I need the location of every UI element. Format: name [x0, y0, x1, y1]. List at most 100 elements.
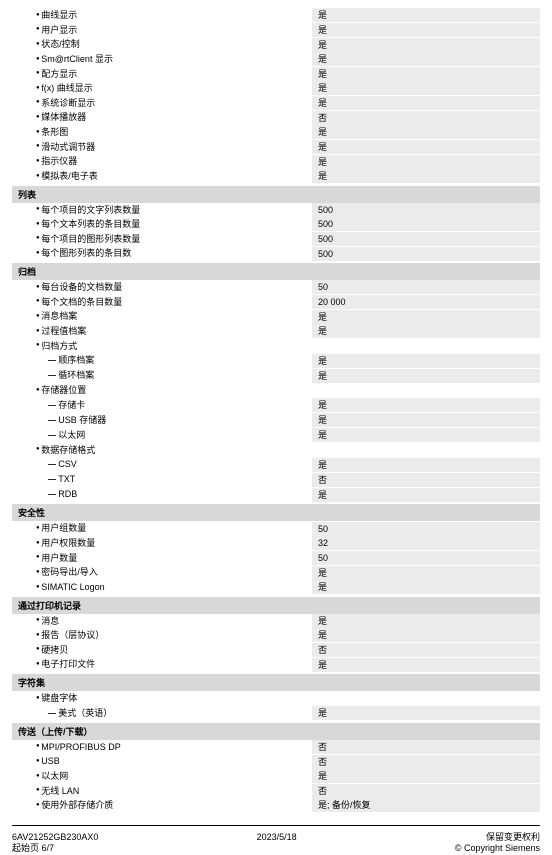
bullet-marker: 系统诊断显示: [36, 98, 95, 108]
row-value: 是: [312, 628, 540, 642]
bullet-marker: 消息: [36, 616, 59, 626]
dash-marker: 顺序档案: [48, 355, 94, 365]
dash-marker: 循环档案: [48, 370, 94, 380]
dash-marker: 以太网: [48, 430, 85, 440]
bullet-marker: 消息档案: [36, 311, 77, 321]
row-label: 系统诊断显示: [12, 96, 312, 111]
section-header: 字符集: [12, 674, 540, 691]
row-value: 50: [312, 522, 540, 536]
row-label: 密码导出/导入: [12, 565, 312, 580]
row-label: 每台设备的文档数量: [12, 280, 312, 295]
row-value: 是: [312, 369, 540, 383]
row-label: 模拟表/电子表: [12, 169, 312, 184]
table-row: 以太网是: [12, 769, 540, 784]
table-row: 无线 LAN 否: [12, 784, 540, 799]
table-row: 用户显示是: [12, 23, 540, 38]
row-label: 每个项目的文字列表数量: [12, 203, 312, 218]
row-value: 50: [312, 551, 540, 565]
bullet-marker: 硬拷贝: [36, 645, 68, 655]
bullet-marker: 过程值档案: [36, 326, 86, 336]
bullet-marker: 用户权限数量: [36, 538, 95, 548]
dash-marker: RDB: [48, 489, 77, 499]
dash-marker: TXT: [48, 474, 75, 484]
row-label: 媒体播放器: [12, 110, 312, 125]
footer-right: 保留变更权利 © Copyright Siemens: [455, 832, 540, 855]
table-row: 每个文本列表的条目数量500: [12, 217, 540, 232]
row-label: 数据存储格式: [12, 443, 312, 458]
product-code: 6AV21252GB230AX0: [12, 832, 98, 844]
bullet-marker: 模拟表/电子表: [36, 171, 98, 181]
row-label: 无线 LAN: [12, 784, 312, 799]
table-row: CSV是: [12, 457, 540, 472]
row-label: 过程值档案: [12, 324, 312, 339]
bullet-marker: 用户数量: [36, 553, 77, 563]
dash-marker: CSV: [48, 459, 77, 469]
copyright-text: © Copyright Siemens: [455, 843, 540, 855]
row-value: 是: [312, 580, 540, 594]
row-value: [312, 383, 540, 397]
bullet-marker: 指示仪器: [36, 156, 77, 166]
row-label: 指示仪器: [12, 154, 312, 169]
row-label: MPI/PROFIBUS DP: [12, 740, 312, 755]
row-value: 500: [312, 217, 540, 231]
table-row: RDB是: [12, 487, 540, 502]
table-row: SIMATIC Logon 是: [12, 580, 540, 595]
row-label: 每个文档的条目数量: [12, 295, 312, 310]
table-row: f(x) 曲线显示 是: [12, 81, 540, 96]
table-row: 每个项目的图形列表数量 500: [12, 232, 540, 247]
section-header: 列表: [12, 186, 540, 203]
bullet-marker: Sm@rtClient 显示: [36, 54, 113, 64]
row-label: SIMATIC Logon: [12, 580, 312, 595]
table-row: 数据存储格式: [12, 443, 540, 458]
table-row: 硬拷贝 否: [12, 643, 540, 658]
table-row: 配方显示是: [12, 67, 540, 82]
row-value: 500: [312, 232, 540, 246]
row-value: 否: [312, 755, 540, 769]
row-value: 是: [312, 354, 540, 368]
bullet-marker: 无线 LAN: [36, 786, 79, 796]
row-value: 是: [312, 155, 540, 169]
row-label: 每个图形列表的条目数: [12, 246, 312, 261]
row-label: 消息: [12, 614, 312, 629]
row-label: Sm@rtClient 显示: [12, 52, 312, 67]
table-row: 密码导出/导入是: [12, 565, 540, 580]
bullet-marker: 曲线显示: [36, 10, 77, 20]
row-value: 否: [312, 111, 540, 125]
page-indicator: 起始页 6/7: [12, 843, 98, 855]
row-value: 是: [312, 413, 540, 427]
row-value: 是: [312, 324, 540, 338]
table-row: 美式（英语）是: [12, 706, 540, 721]
table-row: 使用外部存储介质是; 备份/恢复: [12, 798, 540, 813]
row-value: 否: [312, 643, 540, 657]
bullet-marker: 归档方式: [36, 341, 77, 351]
bullet-marker: f(x) 曲线显示: [36, 83, 93, 93]
table-row: 条形图是: [12, 125, 540, 140]
bullet-marker: 数据存储格式: [36, 445, 95, 455]
row-value: 是: [312, 8, 540, 22]
row-label: TXT: [12, 472, 312, 487]
row-label: 用户数量: [12, 551, 312, 566]
bullet-marker: SIMATIC Logon: [36, 582, 105, 592]
table-row: 媒体播放器否: [12, 110, 540, 125]
table-row: 存储卡是: [12, 398, 540, 413]
row-value: 是: [312, 81, 540, 95]
table-row: TXT否: [12, 472, 540, 487]
row-label: 存储器位置: [12, 383, 312, 398]
bullet-marker: 条形图: [36, 127, 68, 137]
table-row: 每个文档的条目数量20 000: [12, 295, 540, 310]
bullet-marker: 存储器位置: [36, 385, 86, 395]
row-value: 50: [312, 280, 540, 294]
bullet-marker: 每个项目的图形列表数量: [36, 234, 140, 244]
table-row: 循环档案 是: [12, 368, 540, 383]
table-row: 用户组数量50: [12, 521, 540, 536]
row-value: 否: [312, 784, 540, 798]
row-value: 是: [312, 96, 540, 110]
row-label: 滑动式调节器: [12, 140, 312, 155]
dash-marker: 美式（英语）: [48, 708, 112, 718]
row-label: 以太网: [12, 769, 312, 784]
row-value: [312, 691, 540, 705]
row-label: 以太网: [12, 428, 312, 443]
row-label: 条形图: [12, 125, 312, 140]
row-value: 是: [312, 169, 540, 183]
table-row: 指示仪器 是: [12, 154, 540, 169]
